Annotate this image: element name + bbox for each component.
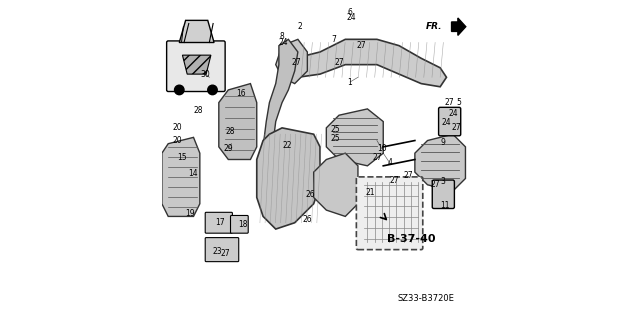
Text: 27: 27 — [431, 180, 440, 189]
FancyBboxPatch shape — [432, 180, 454, 209]
Text: 25: 25 — [331, 134, 340, 144]
Text: 27: 27 — [291, 58, 301, 67]
Circle shape — [208, 85, 217, 95]
FancyBboxPatch shape — [230, 215, 248, 233]
Text: 24: 24 — [347, 13, 356, 22]
Text: 18: 18 — [238, 220, 247, 229]
Text: 20: 20 — [172, 123, 182, 132]
Polygon shape — [263, 39, 298, 160]
Text: 11: 11 — [440, 201, 450, 210]
FancyBboxPatch shape — [205, 212, 232, 233]
Text: 3: 3 — [441, 177, 446, 186]
Text: 27: 27 — [372, 153, 381, 162]
Text: 7: 7 — [332, 35, 337, 44]
Text: 27: 27 — [220, 249, 230, 258]
Text: 22: 22 — [282, 141, 292, 150]
Text: 16: 16 — [236, 89, 246, 98]
Text: 27: 27 — [356, 41, 366, 50]
Text: 20: 20 — [172, 136, 182, 145]
Polygon shape — [276, 39, 307, 84]
Polygon shape — [182, 55, 211, 74]
Text: 27: 27 — [445, 98, 454, 107]
FancyBboxPatch shape — [205, 238, 239, 262]
Text: 24: 24 — [442, 118, 451, 127]
Text: FR.: FR. — [426, 22, 442, 31]
FancyArrow shape — [452, 18, 466, 35]
Text: 1: 1 — [348, 78, 353, 86]
Text: 24: 24 — [448, 109, 458, 118]
Circle shape — [175, 85, 184, 95]
Polygon shape — [294, 39, 447, 87]
Text: 24: 24 — [279, 38, 289, 47]
Text: 5: 5 — [457, 98, 461, 107]
Polygon shape — [219, 84, 257, 160]
Text: 6: 6 — [348, 8, 353, 17]
Text: 14: 14 — [189, 169, 198, 178]
Text: 10: 10 — [377, 144, 387, 153]
Polygon shape — [314, 153, 358, 216]
FancyBboxPatch shape — [166, 41, 225, 92]
Polygon shape — [257, 128, 320, 229]
Polygon shape — [415, 134, 465, 191]
FancyBboxPatch shape — [438, 107, 461, 136]
Text: 27: 27 — [334, 58, 344, 67]
Polygon shape — [179, 20, 214, 42]
Text: 29: 29 — [223, 144, 233, 153]
FancyBboxPatch shape — [356, 177, 423, 250]
Text: 8: 8 — [280, 32, 284, 41]
Text: 4: 4 — [387, 158, 392, 167]
Text: 26: 26 — [306, 190, 316, 199]
Text: 23: 23 — [212, 247, 222, 256]
Text: SZ33-B3720E: SZ33-B3720E — [397, 294, 454, 303]
Polygon shape — [162, 137, 200, 216]
Text: 27: 27 — [404, 171, 413, 180]
Text: 19: 19 — [186, 209, 195, 218]
Text: 9: 9 — [441, 137, 446, 147]
Polygon shape — [326, 109, 383, 166]
Text: 2: 2 — [297, 22, 302, 31]
Text: B-37-40: B-37-40 — [387, 234, 436, 243]
Text: 27: 27 — [451, 123, 461, 132]
Text: 17: 17 — [216, 218, 225, 227]
Text: 30: 30 — [201, 70, 211, 78]
Text: 25: 25 — [331, 125, 340, 134]
Text: 28: 28 — [225, 127, 235, 136]
Text: 21: 21 — [366, 188, 375, 197]
Text: 28: 28 — [193, 106, 203, 115]
Text: 27: 27 — [390, 175, 399, 185]
Text: 26: 26 — [303, 215, 312, 224]
Text: 15: 15 — [178, 153, 188, 162]
